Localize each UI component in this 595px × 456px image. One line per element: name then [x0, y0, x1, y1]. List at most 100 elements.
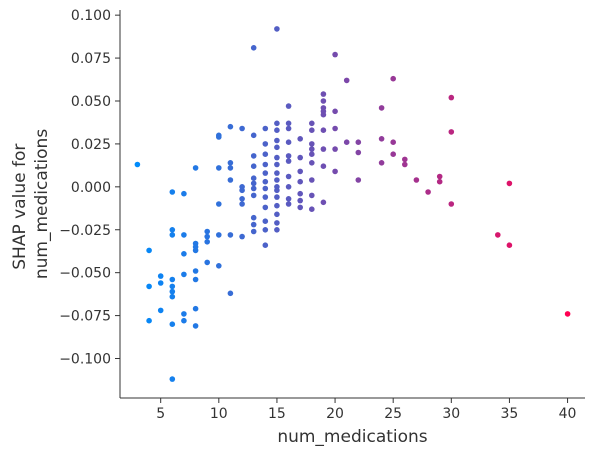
data-point	[297, 168, 304, 175]
data-point	[297, 204, 304, 211]
data-point	[169, 288, 176, 295]
data-point	[262, 242, 269, 248]
data-point	[262, 194, 269, 200]
data-point	[436, 178, 443, 185]
data-point	[181, 232, 187, 238]
data-point	[134, 161, 141, 168]
data-point	[495, 232, 501, 238]
data-point	[285, 173, 292, 180]
data-point	[320, 91, 327, 97]
data-point	[343, 139, 350, 145]
y-tick-label: 0.075	[71, 51, 111, 67]
data-point	[169, 321, 176, 328]
y-tick-label: 0.050	[71, 94, 111, 110]
x-tick-label: 30	[442, 406, 460, 422]
data-point	[157, 280, 164, 286]
data-point	[320, 98, 327, 104]
data-point	[355, 139, 362, 145]
y-axis-ticks: −0.100 −0.075 −0.050 −0.025 0.000 0.025 0.050 0…	[59, 8, 120, 368]
data-point	[262, 151, 269, 157]
data-point	[332, 168, 338, 175]
data-point	[192, 305, 199, 312]
data-point	[250, 221, 257, 228]
data-point	[274, 227, 280, 233]
data-point	[309, 151, 315, 157]
x-tick-label: 40	[559, 406, 577, 422]
data-point	[274, 26, 280, 32]
data-point	[448, 201, 455, 207]
data-point	[309, 192, 315, 199]
data-point	[274, 161, 280, 168]
data-point	[250, 153, 257, 159]
data-point	[250, 214, 257, 221]
data-point	[157, 273, 164, 279]
data-point	[332, 51, 338, 58]
data-point	[355, 177, 362, 183]
data-point	[274, 144, 280, 151]
data-point	[250, 180, 257, 187]
data-point	[320, 163, 327, 169]
data-point	[250, 185, 257, 192]
data-point	[285, 184, 292, 190]
data-point	[285, 158, 292, 164]
data-point	[309, 177, 315, 183]
data-point	[250, 163, 257, 169]
data-point	[297, 190, 304, 197]
data-point	[390, 151, 397, 157]
data-point	[297, 197, 304, 204]
data-point	[274, 220, 280, 226]
data-point	[402, 161, 408, 168]
data-point	[216, 263, 222, 269]
data-point	[204, 259, 210, 266]
data-point	[262, 125, 269, 132]
data-point	[285, 120, 292, 127]
y-tick-label: 0.025	[71, 137, 111, 153]
data-point	[274, 194, 280, 200]
data-point	[262, 141, 269, 147]
data-point	[227, 290, 234, 297]
data-point	[181, 317, 187, 324]
data-point	[390, 75, 397, 82]
data-point	[506, 180, 513, 187]
data-point	[309, 127, 315, 133]
data-point	[181, 311, 187, 317]
data-point	[157, 307, 164, 314]
data-point	[274, 137, 280, 144]
data-point	[274, 177, 280, 183]
data-point	[239, 233, 245, 240]
x-tick-label: 20	[326, 406, 344, 422]
x-axis-label: num_medications	[277, 427, 427, 447]
data-point	[297, 178, 304, 185]
data-point	[506, 242, 513, 248]
data-point	[309, 120, 315, 127]
y-tick-label: −0.025	[59, 223, 111, 239]
data-point	[320, 146, 327, 152]
data-point	[262, 161, 269, 168]
data-point	[169, 189, 176, 195]
data-point	[320, 111, 327, 118]
data-point	[169, 227, 176, 233]
x-tick-label: 25	[384, 406, 402, 422]
data-point	[250, 132, 257, 139]
data-point	[250, 175, 257, 181]
data-point	[309, 206, 315, 212]
data-point	[192, 276, 199, 283]
data-point	[227, 160, 234, 166]
data-point	[250, 228, 257, 235]
data-point	[332, 146, 338, 152]
data-point	[227, 123, 234, 130]
data-point	[285, 196, 292, 202]
data-point	[274, 170, 280, 176]
x-tick-label: 10	[210, 406, 228, 422]
data-point	[355, 149, 362, 156]
y-tick-label: −0.050	[59, 266, 111, 282]
data-point	[297, 154, 304, 161]
x-tick-label: 15	[268, 406, 286, 422]
data-point	[169, 283, 176, 290]
data-point	[239, 196, 245, 202]
data-point	[309, 141, 315, 147]
data-point	[378, 160, 385, 166]
data-point	[332, 125, 338, 132]
data-point	[274, 127, 280, 133]
